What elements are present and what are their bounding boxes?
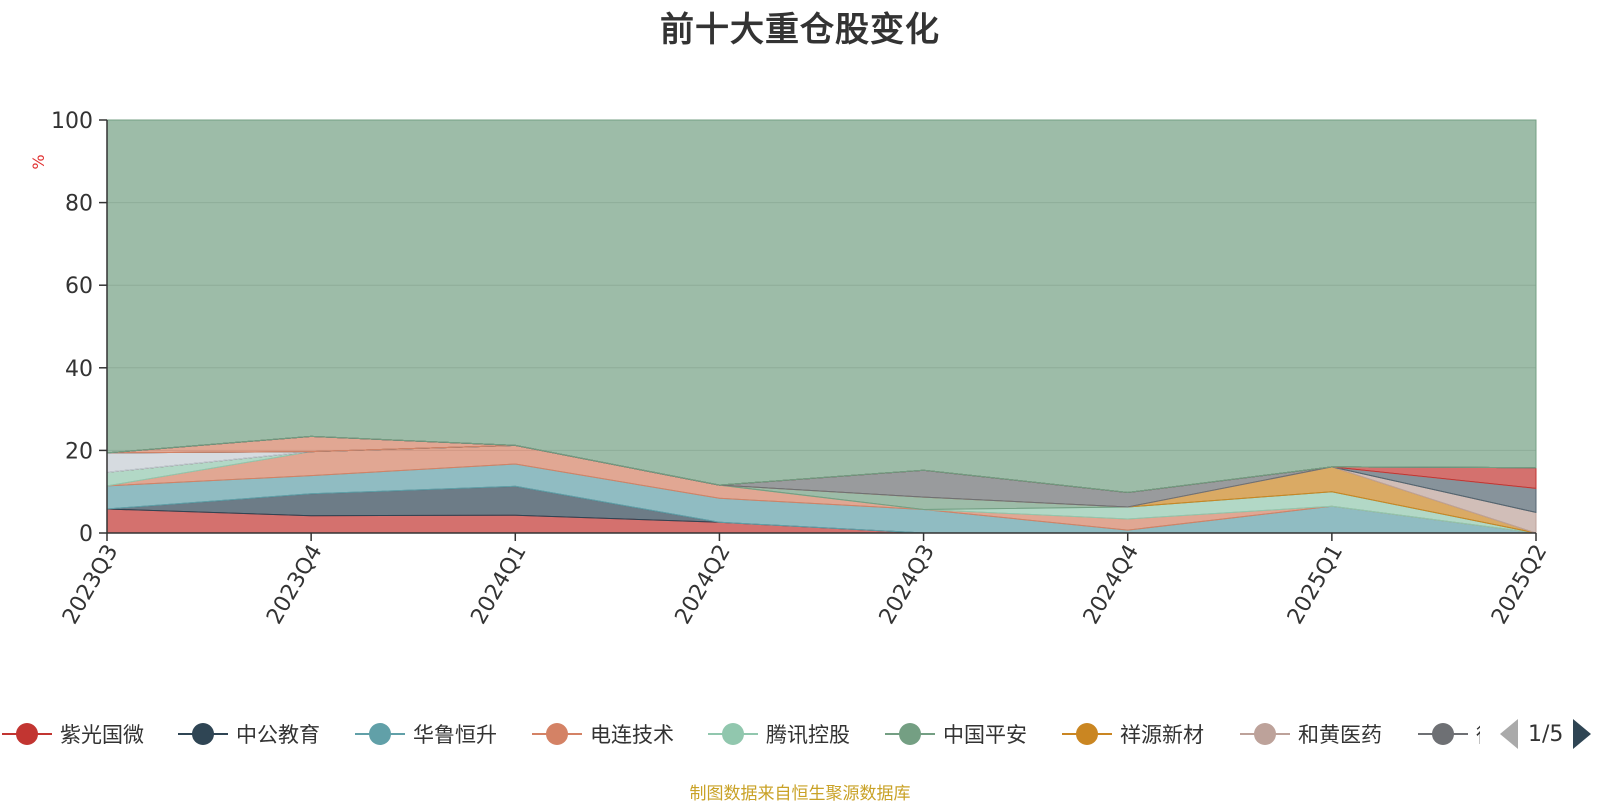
x-tick-label: 2024Q3 [875,541,940,629]
y-tick-label: 100 [51,109,93,134]
y-tick-label: 60 [65,274,93,299]
legend-marker-icon [355,723,405,745]
legend-marker-icon [1240,723,1290,745]
y-tick-label: 20 [65,439,93,464]
legend-item-label: 腾讯控股 [766,723,850,747]
legend-marker-icon [1062,723,1112,745]
legend-marker-icon [885,723,935,745]
legend-item-label: 祥源新材 [1120,723,1204,747]
legend-pager: 1/5 [1500,716,1592,752]
chart-title: 前十大重仓股变化 [660,10,940,50]
y-tick-label: 40 [65,357,93,382]
legend-prev-page-icon[interactable] [1500,719,1518,749]
x-tick-label: 2023Q3 [58,541,123,629]
legend-item[interactable]: 华鲁恒升 [355,716,497,752]
legend-next-page-icon[interactable] [1573,719,1592,749]
legend-item[interactable]: 祥源新材 [1062,716,1204,752]
x-tick-label: 2024Q2 [671,541,736,629]
legend-item[interactable]: 电连技术 [532,716,674,752]
legend-item[interactable]: 中国平安 [885,716,1027,752]
x-tick-label: 2024Q1 [466,541,531,629]
legend-item[interactable]: 和黄医药 [1240,716,1382,752]
legend-marker-icon [708,723,758,745]
y-tick-label: 80 [65,192,93,217]
x-tick-label: 2024Q4 [1079,541,1144,629]
legend-item-label: 华鲁恒升 [413,723,497,747]
source-note: 制图数据来自恒生聚源数据库 [689,784,911,804]
x-tick-label: 2025Q1 [1283,541,1348,629]
legend-marker-icon [2,723,52,745]
y-tick-label: 0 [79,522,93,547]
x-tick-label: 2025Q2 [1487,541,1552,629]
legend-marker-icon [532,723,582,745]
legend-item[interactable]: 腾讯控股 [708,716,850,752]
x-tick-label: 2023Q4 [262,541,327,629]
legend-item[interactable]: 中公教育 [178,716,320,752]
legend-item-label: 电连技术 [590,723,674,747]
legend-item[interactable]: 徐 [1418,716,1480,752]
legend-page-indicator: 1/5 [1528,721,1564,747]
legend-item-label: 中公教育 [236,723,320,747]
legend-marker-icon [178,723,228,745]
area-series-layer[interactable] [106,119,1537,534]
legend-item-label: 徐 [1476,719,1480,749]
y-axis-label: % [29,154,48,169]
legend: 紫光国微 中公教育 华鲁恒升 电连技术 腾讯控股 中国平安 祥源新材 和黄医药 徐 [0,716,1480,752]
legend-item-label: 和黄医药 [1298,723,1382,747]
area-series-35[interactable] [106,119,1537,494]
legend-item-label: 紫光国微 [60,723,144,747]
legend-item-label: 中国平安 [943,723,1027,747]
legend-marker-icon [1418,723,1468,745]
legend-item[interactable]: 紫光国微 [2,716,144,752]
